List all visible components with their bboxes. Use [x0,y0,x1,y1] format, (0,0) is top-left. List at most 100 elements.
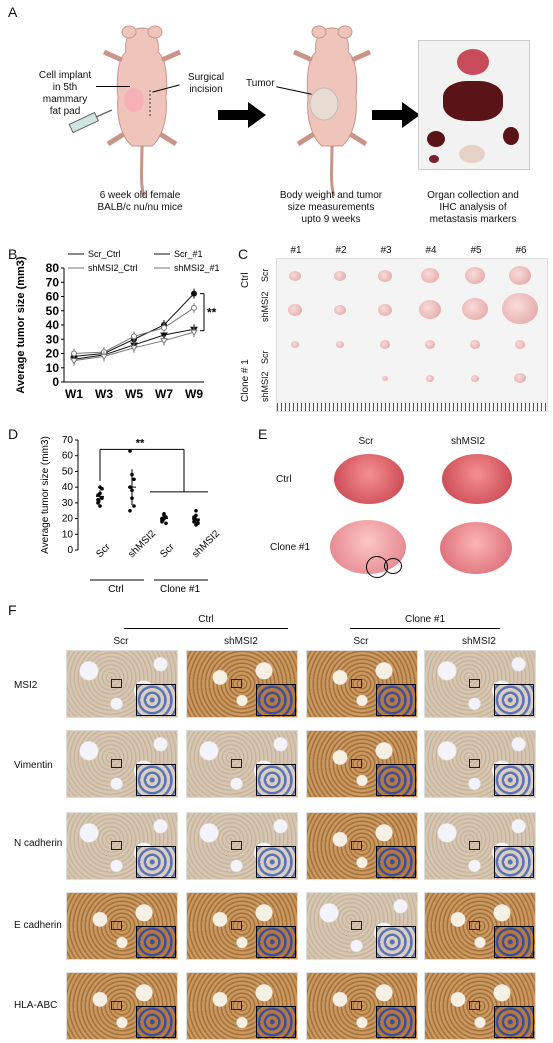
x-tick-label: Scr [94,541,113,560]
group-label: Ctrl [108,584,124,595]
data-point [70,358,78,365]
syringe-icon [68,109,113,134]
y-tick-label: 40 [46,318,60,332]
y-tick-label: 20 [62,514,74,525]
data-point [192,515,196,519]
zoom-region-box [469,921,480,930]
ihc-image [424,972,536,1040]
ihc-image [186,730,298,798]
col-label-scr: Scr [358,436,374,447]
chart-d: 0 10 20 30 40 50 60 70 Average tumor size (mm3) S… [40,435,222,595]
y-tick-label: 10 [46,361,60,375]
data-point [96,497,100,502]
panel-label-f: F [8,602,17,618]
ihc-image [186,972,298,1040]
y-tick-label: 60 [46,290,60,304]
tumor-sample [470,340,480,349]
ihc-image [424,730,536,798]
data-point [128,449,132,453]
y-tick-label: 70 [62,435,74,446]
tumor-sample [462,298,488,321]
ihc-image [186,892,298,960]
zoom-region-box [111,759,122,768]
zoom-region-box [111,1001,122,1010]
col-label: #6 [515,245,527,256]
zoom-region-box [469,841,480,850]
col-label: #4 [425,245,437,256]
data-point [130,345,138,352]
step3-caption: Organ collection and IHC analysis of met… [427,190,519,225]
zoom-region-box [231,679,242,688]
group-label-ctrl: Ctrl [198,614,214,625]
y-axis-label: Average tumor size (mm3) [15,256,27,393]
ihc-image [186,812,298,880]
data-point [191,304,197,311]
tumor-sample [426,375,434,382]
zoom-inset [376,846,416,878]
group-label-ctrl: Ctrl [240,272,251,288]
legend-label: shMSI2_Ctrl [88,263,138,273]
organ-photo [418,40,530,170]
pointer-line [96,86,130,87]
tumor-photo: #1 #2 #3 #4 #5 #6 [276,245,548,412]
zoom-inset [256,764,296,796]
col-label: #1 [290,245,302,256]
tumor-sample [336,341,344,348]
data-point [162,512,166,516]
group-label-clone1: Clone #1 [404,614,446,625]
row-label-scr: Scr [260,350,270,365]
data-point [130,496,134,500]
zoom-region-box [351,1001,362,1010]
zoom-inset [136,1006,176,1038]
x-tick-label: W7 [155,387,173,401]
row-label-clone1: Clone #1 [270,542,311,553]
data-point [98,485,102,489]
zoom-region-box [351,679,362,688]
tumor-sample [471,375,479,382]
data-point [190,329,198,337]
row-label-scr: Scr [260,268,270,283]
group-divider [124,628,288,629]
data-point [96,493,100,497]
tumor-sample [288,304,302,316]
tumor-sample [378,270,392,282]
col-label: #2 [335,245,347,256]
zoom-region-box [231,759,242,768]
group-divider [350,628,500,629]
y-tick-label: 0 [67,545,73,556]
y-tick-label: 40 [62,482,74,493]
data-point [160,332,168,339]
zoom-region-box [111,679,122,688]
zoom-inset [494,764,534,796]
zoom-inset [494,846,534,878]
zoom-region-box [231,1001,242,1010]
row-label-shmsi2: shMSI2 [260,371,270,402]
col-label: #5 [470,245,482,256]
zoom-inset [256,926,296,958]
ihc-image [66,650,178,718]
row-label-hla-abc: HLA-ABC [14,1000,58,1011]
data-point [160,516,164,521]
zoom-inset [494,684,534,716]
data-point [96,501,100,505]
zoom-inset [136,846,176,878]
ihc-image [424,650,536,718]
data-point [132,477,136,482]
tumor-sample [509,266,531,285]
tumor-sample [378,304,392,316]
x-tick-label: shMSI2 [190,528,222,560]
row-label-n-cadherin: N cadherin [14,838,63,849]
zoom-inset [494,1006,534,1038]
ihc-image [424,812,536,880]
y-tick-label: 30 [46,332,60,346]
legend-label: Scr_Ctrl [88,249,121,259]
data-point [191,290,197,297]
data-point [194,508,198,513]
tumor-sample [291,341,299,348]
data-point [71,350,77,357]
tumor-sample [421,268,439,284]
row-label-e-cadherin: E cadherin [14,920,62,931]
y-tick-label: 50 [46,304,60,318]
data-point [128,508,132,513]
